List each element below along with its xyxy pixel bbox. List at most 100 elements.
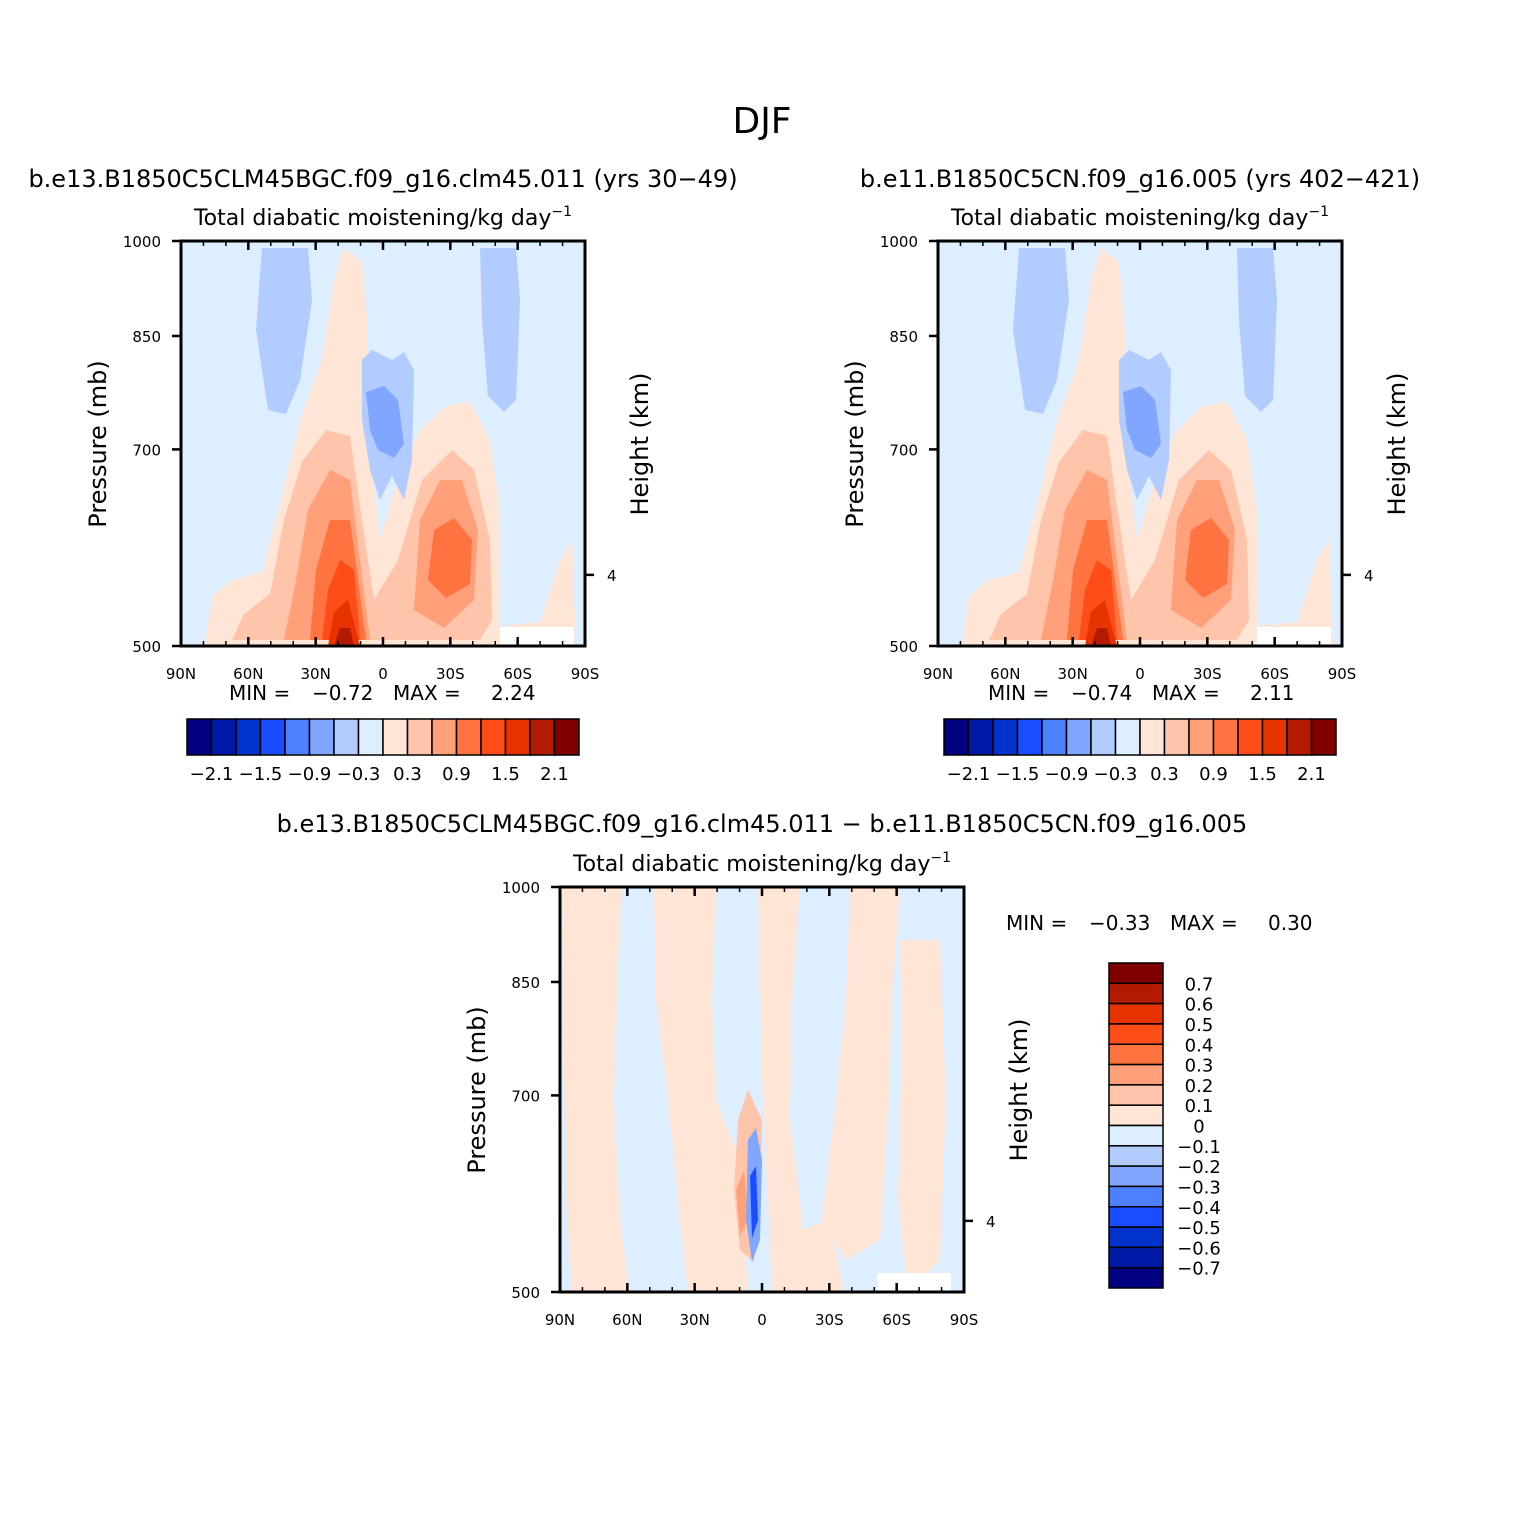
colorbar-label: −0.4 — [1177, 1198, 1221, 1219]
colorbar-label: −0.3 — [337, 764, 381, 785]
colorbar-label: 0.6 — [1185, 995, 1214, 1016]
colorbar-label: −1.5 — [239, 764, 283, 785]
colorbar-swatch — [1016, 718, 1043, 756]
panel-1-ylabel: Pressure (mb) — [84, 360, 112, 527]
x-tick-label: 60N — [612, 1311, 642, 1329]
panel-1-neg-band-60n — [256, 248, 312, 414]
x-tick-label: 30N — [301, 665, 331, 683]
panel-3-plot-title-main: Total diabatic moistening/kg day — [572, 852, 930, 877]
panel-3-ylabel-right: Height (km) — [1005, 1019, 1033, 1162]
colorbar-swatch — [1041, 718, 1068, 756]
x-tick-label: 0 — [1135, 665, 1145, 683]
x-tick-label: 90N — [923, 665, 953, 683]
y-tick-label: 1000 — [123, 233, 161, 251]
y-tick-label: 500 — [889, 638, 918, 656]
panel-2-max-label: MAX = — [1152, 681, 1220, 705]
panel-1-plot-title-main: Total diabatic moistening/kg day — [193, 206, 551, 231]
x-tick-label: 60S — [503, 665, 532, 683]
colorbar-swatch — [1108, 982, 1164, 1005]
panel-3-cold-anomaly-core — [750, 1166, 758, 1238]
panel-1-warm-l6 — [328, 600, 360, 646]
panel-2-ylabel: Pressure (mb) — [841, 360, 869, 527]
panel-2-plot-title: Total diabatic moistening/kg day−1 — [950, 204, 1329, 231]
panel-2-min-label: MIN = — [988, 681, 1049, 705]
x-tick-label: 90S — [1328, 665, 1357, 683]
colorbar-swatch — [1212, 718, 1239, 756]
panel-2-plot-title-sup: −1 — [1308, 204, 1329, 220]
panel-1: b.e13.B1850C5CLM45BGC.f09_g16.clm45.011 … — [28, 165, 737, 785]
colorbar-swatch — [529, 718, 556, 756]
colorbar-label: 1.5 — [1248, 764, 1277, 785]
colorbar-swatch — [1108, 1226, 1164, 1249]
panel-1-neg-core-inner — [366, 386, 404, 458]
panel-3-pos-surface — [800, 1220, 844, 1292]
panel-3-min-value: −0.33 — [1089, 911, 1150, 935]
y-tick-label: 850 — [889, 328, 918, 346]
x-tick-label: 30N — [1058, 665, 1088, 683]
colorbar-swatch — [1114, 718, 1141, 756]
panel-2-max-value: 2.11 — [1250, 681, 1295, 705]
colorbar-label: −0.1 — [1177, 1137, 1221, 1158]
colorbar-label: 2.1 — [540, 764, 569, 785]
colorbar-swatch — [210, 718, 237, 756]
y-tick-label: 850 — [132, 328, 161, 346]
panel-3-max-label: MAX = — [1170, 911, 1238, 935]
colorbar-label: 0 — [1193, 1117, 1204, 1138]
panel-3-plot-title: Total diabatic moistening/kg day−1 — [572, 850, 951, 877]
colorbar-swatch — [1286, 718, 1313, 756]
colorbar-swatch — [455, 718, 482, 756]
y-tick-label: 1000 — [502, 879, 540, 897]
colorbar-label: 1.5 — [491, 764, 520, 785]
x-tick-label: 60N — [233, 665, 263, 683]
colorbar-swatch — [308, 718, 335, 756]
panel-2-ylabel-right: Height (km) — [1383, 373, 1411, 516]
colorbar-swatch — [357, 718, 384, 756]
panel-2-neg-band-60n — [1013, 248, 1069, 414]
x-tick-label: 30S — [1193, 665, 1222, 683]
colorbar-label: 0.7 — [1185, 974, 1214, 995]
panel-3-colorbar: 0.70.60.50.40.30.20.10−0.1−0.2−0.3−0.4−0… — [1108, 962, 1221, 1289]
colorbar-label: −0.7 — [1177, 1259, 1221, 1280]
colorbar-swatch — [382, 718, 409, 756]
panel-3: b.e13.B1850C5CLM45BGC.f09_g16.clm45.011 … — [277, 810, 1313, 1329]
y-tick-label: 700 — [511, 1087, 540, 1105]
colorbar-swatch — [1108, 962, 1164, 985]
panel-3-ylabel: Pressure (mb) — [463, 1006, 491, 1173]
panel-3-pos-band-4 — [822, 887, 900, 1260]
colorbar-swatch — [1237, 718, 1264, 756]
colorbar-swatch — [1139, 718, 1166, 756]
panel-2-warm-l6 — [1085, 600, 1117, 646]
panel-2-min-value: −0.74 — [1071, 681, 1132, 705]
x-tick-label: 90S — [571, 665, 600, 683]
colorbar-swatch — [1188, 718, 1215, 756]
panel-1-axes: 90N 60N 30N 0 30S 60S 90S 500 700 850 1000 4 — [123, 233, 617, 683]
panel-2-warm-core — [1091, 628, 1111, 646]
panel-1-max-value: 2.24 — [491, 681, 536, 705]
panel-1-neg-band-60s — [480, 248, 520, 412]
colorbar-swatch — [1108, 1002, 1164, 1025]
colorbar-swatch — [992, 718, 1019, 756]
colorbar-swatch — [1065, 718, 1092, 756]
colorbar-swatch — [1261, 718, 1288, 756]
panel-3-min-label: MIN = — [1006, 911, 1067, 935]
panel-2-neg-band-60s — [1237, 248, 1277, 412]
x-tick-label: 90N — [166, 665, 196, 683]
y-tick-label: 700 — [889, 441, 918, 459]
panel-2-colorbar: −2.1 −1.5 −0.9 −0.3 0.3 0.9 1.5 2.1 — [943, 718, 1337, 785]
panel-3-field — [560, 887, 964, 1292]
colorbar-label: −1.5 — [996, 764, 1040, 785]
y-right-tick-label: 4 — [607, 567, 617, 585]
panel-3-warm-anomaly-core — [736, 1170, 748, 1236]
y-tick-label: 850 — [511, 974, 540, 992]
colorbar-swatch — [406, 718, 433, 756]
y-tick-label: 500 — [132, 638, 161, 656]
figure-title: DJF — [732, 101, 791, 142]
panel-3-pos-band-5 — [898, 940, 946, 1292]
y-right-tick-label: 4 — [1364, 567, 1374, 585]
colorbar-label: 0.9 — [442, 764, 471, 785]
panel-2-case-title: b.e11.B1850C5CN.f09_g16.005 (yrs 402−421… — [860, 165, 1420, 193]
panel-3-missing-surface — [877, 1273, 951, 1292]
colorbar-label: −0.3 — [1177, 1177, 1221, 1198]
colorbar-swatch — [235, 718, 262, 756]
